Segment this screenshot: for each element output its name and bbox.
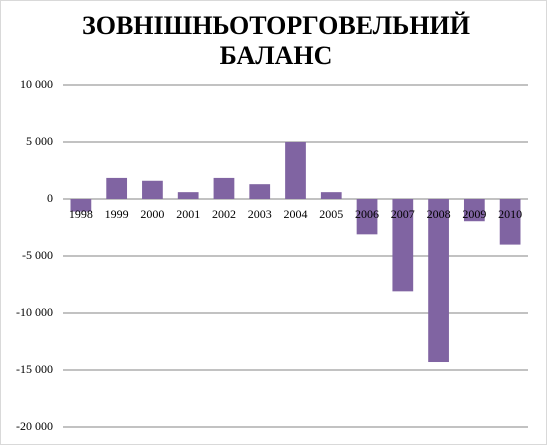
bar <box>285 142 306 199</box>
bar <box>177 192 199 199</box>
x-tick-label: 2000 <box>140 207 164 221</box>
x-tick-label: 2002 <box>212 207 236 221</box>
y-tick-label: -10 000 <box>16 305 53 319</box>
bar <box>213 177 235 199</box>
bar <box>106 177 128 199</box>
x-tick-label: 2001 <box>176 207 200 221</box>
x-tick-label: 2005 <box>319 207 343 221</box>
x-tick-label: 1998 <box>69 207 93 221</box>
bar <box>142 180 163 199</box>
bar <box>356 199 378 235</box>
bar <box>249 184 271 199</box>
x-tick-label: 2004 <box>284 207 308 221</box>
x-tick-label: 2010 <box>498 207 522 221</box>
x-tick-label: 2008 <box>427 207 451 221</box>
chart-title: ЗОВНІШНЬОТОРГОВЕЛЬНИЙ БАЛАНС <box>82 11 470 70</box>
x-tick-label: 2007 <box>391 207 415 221</box>
bar <box>499 199 521 245</box>
bar <box>320 192 342 199</box>
y-tick-label: 5 000 <box>26 134 53 148</box>
y-tick-label: 10 000 <box>20 77 53 91</box>
x-tick-label: 2003 <box>248 207 272 221</box>
x-tick-label: 1999 <box>105 207 129 221</box>
bar <box>463 199 485 222</box>
bar <box>70 199 92 212</box>
y-tick-label: -5 000 <box>22 248 53 262</box>
x-tick-label: 2009 <box>462 207 486 221</box>
y-tick-label: -20 000 <box>16 419 53 433</box>
bar <box>392 199 414 292</box>
y-tick-label: 0 <box>47 191 53 205</box>
y-tick-label: -15 000 <box>16 362 53 376</box>
bar <box>428 199 449 363</box>
x-tick-label: 2006 <box>355 207 379 221</box>
